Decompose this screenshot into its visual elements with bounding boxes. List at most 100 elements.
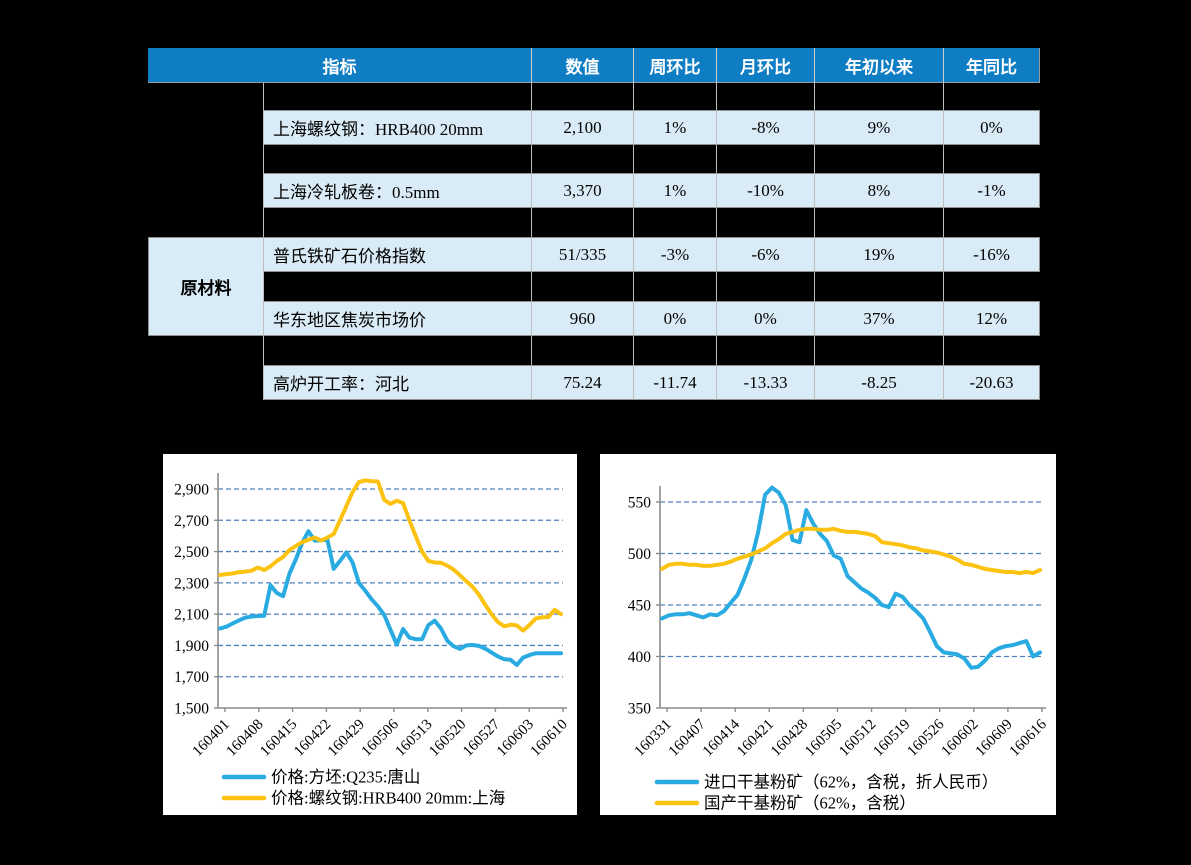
x-tick-label: 160616: [1007, 716, 1050, 759]
table-header-5: 年同比: [943, 48, 1040, 83]
x-tick-label: 160519: [870, 717, 913, 760]
series-line: [660, 526, 1042, 576]
series-line: [218, 478, 563, 633]
table-gap-cell: [943, 145, 1040, 173]
table-gap-cell: [263, 272, 531, 301]
table-cell: 0%: [716, 301, 814, 336]
line-chart: 3504004505005501603311604071604141604211…: [628, 485, 1050, 813]
table-cell: -20.63: [943, 365, 1040, 400]
table-gap-cell: [263, 208, 531, 237]
table-gap-cell: [814, 83, 943, 110]
y-tick-label: 2,100: [174, 607, 209, 624]
x-tick-label: 160429: [325, 717, 368, 760]
y-tick-label: 550: [628, 495, 652, 512]
series-line: [660, 485, 1042, 670]
table-gap-cell: [263, 145, 531, 173]
table-gap-cell: [633, 336, 716, 365]
y-tick-label: 450: [628, 598, 652, 615]
table-header-indicator: 指标: [148, 48, 531, 83]
table-row-indicator: 高炉开工率：河北: [263, 365, 531, 400]
x-tick-label: 160609: [973, 717, 1016, 760]
y-tick-label: 1,500: [174, 701, 209, 718]
table-header-1: 数值: [531, 48, 633, 83]
table-gap-cell: [814, 208, 943, 237]
table-gap-cell: [531, 208, 633, 237]
x-tick-label: 160610: [528, 717, 571, 760]
table-group-label: 原材料: [148, 237, 263, 336]
table-gap-cell: [263, 83, 531, 110]
table-cell: -10%: [716, 173, 814, 208]
x-tick-label: 160526: [904, 716, 947, 759]
table-cell: 3,370: [531, 173, 633, 208]
y-tick-label: 1,700: [174, 669, 209, 686]
table-gap-cell: [531, 336, 633, 365]
x-tick-label: 160428: [768, 717, 811, 760]
table-gap-cell: [531, 272, 633, 301]
table-gap-cell: [814, 145, 943, 173]
y-tick-label: 2,300: [174, 575, 209, 592]
table-gap-cell: [943, 83, 1040, 110]
table-gap-cell: [943, 272, 1040, 301]
y-tick-label: 350: [628, 701, 652, 718]
chart-left-panel: 1,500 1,700 1,900 2,100 2,300 2,500 2,700 2,900…: [163, 454, 577, 815]
table-gap-cell: [531, 83, 633, 110]
table-gap-cell: [943, 208, 1040, 237]
table-cell: 0%: [943, 110, 1040, 145]
x-tick-label: 160401: [190, 717, 233, 760]
table-gap-cell: [633, 272, 716, 301]
x-tick-label: 160408: [223, 717, 266, 760]
x-tick-label: 160421: [734, 717, 777, 760]
legend-label: 价格:方坯:Q235:唐山: [271, 768, 420, 787]
table-gap-cell: [716, 83, 814, 110]
legend-label: 进口干基粉矿（62%，含税，折人民币）: [704, 773, 998, 792]
y-tick-label: 400: [628, 649, 652, 666]
table-gap-cell: [716, 208, 814, 237]
table-gap-cell: [716, 336, 814, 365]
table-row-indicator: 普氏铁矿石价格指数: [263, 237, 531, 272]
x-tick-label: 160520: [426, 717, 469, 760]
table-cell: 0%: [633, 301, 716, 336]
table-gap-cell: [531, 145, 633, 173]
y-tick-label: 2,500: [174, 544, 209, 561]
table-cell: -8%: [716, 110, 814, 145]
y-tick-label: 1,900: [174, 638, 209, 655]
x-tick-label: 160603: [494, 717, 537, 760]
x-tick-label: 160415: [257, 717, 300, 760]
x-tick-label: 160505: [802, 717, 845, 760]
line-chart: 1,500 1,700 1,900 2,100 2,300 2,500 2,700 2,900…: [174, 473, 571, 808]
table-cell: -16%: [943, 237, 1040, 272]
table-cell: 37%: [814, 301, 943, 336]
x-tick-label: 160414: [700, 716, 743, 759]
x-tick-label: 160422: [291, 717, 334, 760]
table-gap-cell: [716, 145, 814, 173]
table-row-indicator: 上海冷轧板卷：0.5mm: [263, 173, 531, 208]
table-header-2: 周环比: [633, 48, 716, 83]
x-tick-label: 160506: [359, 716, 402, 759]
table-gap-cell: [716, 272, 814, 301]
table-gap-cell: [263, 336, 531, 365]
table-row-indicator: 上海螺纹钢：HRB400 20mm: [263, 110, 531, 145]
x-tick-label: 160407: [666, 716, 709, 759]
table-cell: 51/335: [531, 237, 633, 272]
table-header-3: 月环比: [716, 48, 814, 83]
table-gap-cell: [633, 145, 716, 173]
x-tick-label: 160513: [392, 717, 435, 760]
table-gap-cell: [633, 83, 716, 110]
table-cell: -11.74: [633, 365, 716, 400]
table-cell: 8%: [814, 173, 943, 208]
table-cell: -1%: [943, 173, 1040, 208]
x-tick-label: 160331: [632, 717, 675, 760]
y-tick-label: 2,900: [174, 482, 209, 499]
table-cell: 2,100: [531, 110, 633, 145]
table-gap-cell: [943, 336, 1040, 365]
chart-right-panel: 350 400 450 500 550 160331 160407 160414 160421 1…: [600, 454, 1056, 815]
table-row-indicator: 华东地区焦炭市场价: [263, 301, 531, 336]
y-tick-label: 2,700: [174, 513, 209, 530]
table-cell: 9%: [814, 110, 943, 145]
x-tick-label: 160602: [939, 717, 982, 760]
indicator-table: 指标 数值 周环比 月环比 年初以来 年同比 原材料 上海螺纹钢：HRB400 20mm 2,1…: [148, 48, 1040, 400]
table-gap-cell: [814, 272, 943, 301]
legend-label: 价格:螺纹钢:HRB400 20mm:上海: [271, 789, 505, 808]
table-gap-cell: [633, 208, 716, 237]
